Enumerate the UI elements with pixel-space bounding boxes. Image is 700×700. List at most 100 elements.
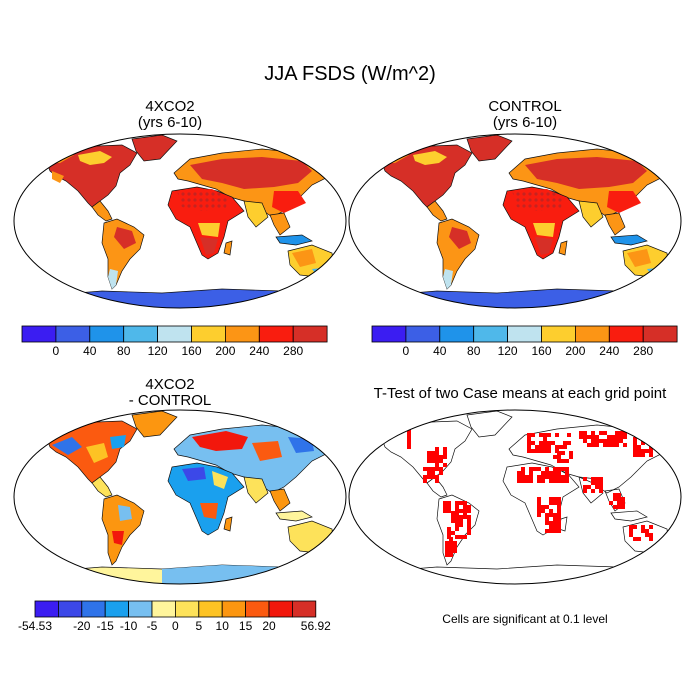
significant-cell <box>431 471 435 475</box>
significant-cell <box>543 441 547 445</box>
significant-cell <box>443 501 447 505</box>
colorbar-swatch <box>221 600 246 618</box>
significant-cell <box>427 467 431 471</box>
significant-cell <box>551 441 555 445</box>
significant-cell <box>633 437 637 441</box>
colorbar-tick-label: 0 <box>403 344 410 358</box>
significant-cell <box>557 505 561 509</box>
significant-cell <box>543 445 547 449</box>
significant-cell <box>537 479 541 483</box>
significant-cell <box>407 429 411 433</box>
colorbar-absolute-control: 0 40 80 120 160 200 240 280 <box>371 325 678 358</box>
significant-cell <box>545 517 549 521</box>
significant-cell <box>565 467 569 471</box>
significant-cell <box>595 443 599 447</box>
significant-cell <box>553 521 557 525</box>
significant-cell <box>435 463 439 467</box>
significant-cell <box>549 497 553 501</box>
significant-cell <box>435 459 439 463</box>
significant-cell <box>537 509 541 513</box>
significant-cell <box>439 471 443 475</box>
significant-cell <box>591 443 595 447</box>
colorbar-swatch <box>574 325 610 343</box>
significant-cell <box>527 437 531 441</box>
colorbar-tick-label: 160 <box>531 344 551 358</box>
significant-cell <box>613 493 617 497</box>
significant-cell <box>545 513 549 517</box>
significant-cell <box>435 447 439 451</box>
significant-cell <box>583 485 587 489</box>
significant-cell <box>603 443 607 447</box>
significant-cell <box>557 501 561 505</box>
colorbar-tick-label: 5 <box>195 619 202 633</box>
significant-cell <box>533 467 537 471</box>
significant-cell <box>569 451 573 455</box>
significant-cell <box>591 431 595 435</box>
significant-cell <box>529 475 533 479</box>
significant-cell <box>629 525 633 529</box>
significant-cell <box>407 421 411 425</box>
colorbar-swatch <box>258 325 294 343</box>
significant-cell <box>545 529 549 533</box>
significant-cell <box>637 445 641 449</box>
significant-cell <box>467 505 471 509</box>
colorbar-tick-label: 240 <box>249 344 269 358</box>
significant-cell <box>427 459 431 463</box>
significant-cell <box>467 519 471 523</box>
colorbar-tick-label: 20 <box>262 619 276 633</box>
significant-cell <box>611 443 615 447</box>
significant-cell <box>539 433 543 437</box>
significant-cell <box>449 553 453 557</box>
significant-cell <box>529 467 533 471</box>
significant-cell <box>423 479 427 483</box>
significant-cell <box>427 451 431 455</box>
significant-cell <box>629 529 633 533</box>
significant-cell <box>537 505 541 509</box>
significant-cell <box>527 441 531 445</box>
significant-cell <box>623 435 627 439</box>
significant-cell <box>633 441 637 445</box>
significant-cell <box>435 475 439 479</box>
significant-cell <box>557 455 561 459</box>
significant-cell <box>527 445 531 449</box>
colorbar-swatch <box>55 325 91 343</box>
significant-cell <box>467 523 471 527</box>
significant-cell <box>557 467 561 471</box>
significant-cell <box>553 517 557 521</box>
significant-cell <box>633 453 637 457</box>
significant-cell <box>609 501 613 505</box>
significant-cell <box>535 449 539 453</box>
significant-cell <box>463 505 467 509</box>
colorbar-swatch <box>268 600 293 618</box>
significant-cell <box>617 501 621 505</box>
significant-cell <box>549 475 553 479</box>
significant-cell <box>531 449 535 453</box>
significant-cell <box>431 459 435 463</box>
significant-cell <box>641 453 645 457</box>
significant-cell <box>547 449 551 453</box>
significant-cell <box>599 477 603 481</box>
significant-cell <box>407 441 411 445</box>
significant-cell <box>557 459 561 463</box>
colorbar-tick-label: -15 <box>97 619 115 633</box>
significant-cell <box>595 477 599 481</box>
significant-cell <box>583 477 587 481</box>
colorbar-tick-label: -10 <box>120 619 138 633</box>
map-4xco2 <box>13 133 347 309</box>
significant-cell <box>553 513 557 517</box>
significant-cell <box>455 519 459 523</box>
significant-cell <box>595 485 599 489</box>
significant-cell <box>561 451 565 455</box>
figure-title: JJA FSDS (W/m^2) <box>264 63 436 85</box>
significant-cell <box>607 439 611 443</box>
significant-cell <box>553 529 557 533</box>
significant-cell <box>545 505 549 509</box>
significant-cell <box>427 475 431 479</box>
significant-cell <box>541 475 545 479</box>
significant-cell <box>521 475 525 479</box>
colorbar-swatch <box>405 325 441 343</box>
significant-cell <box>431 455 435 459</box>
panel-title-line1: 4XCO2 <box>145 98 195 115</box>
significant-cell <box>561 475 565 479</box>
significant-cell <box>615 439 619 443</box>
